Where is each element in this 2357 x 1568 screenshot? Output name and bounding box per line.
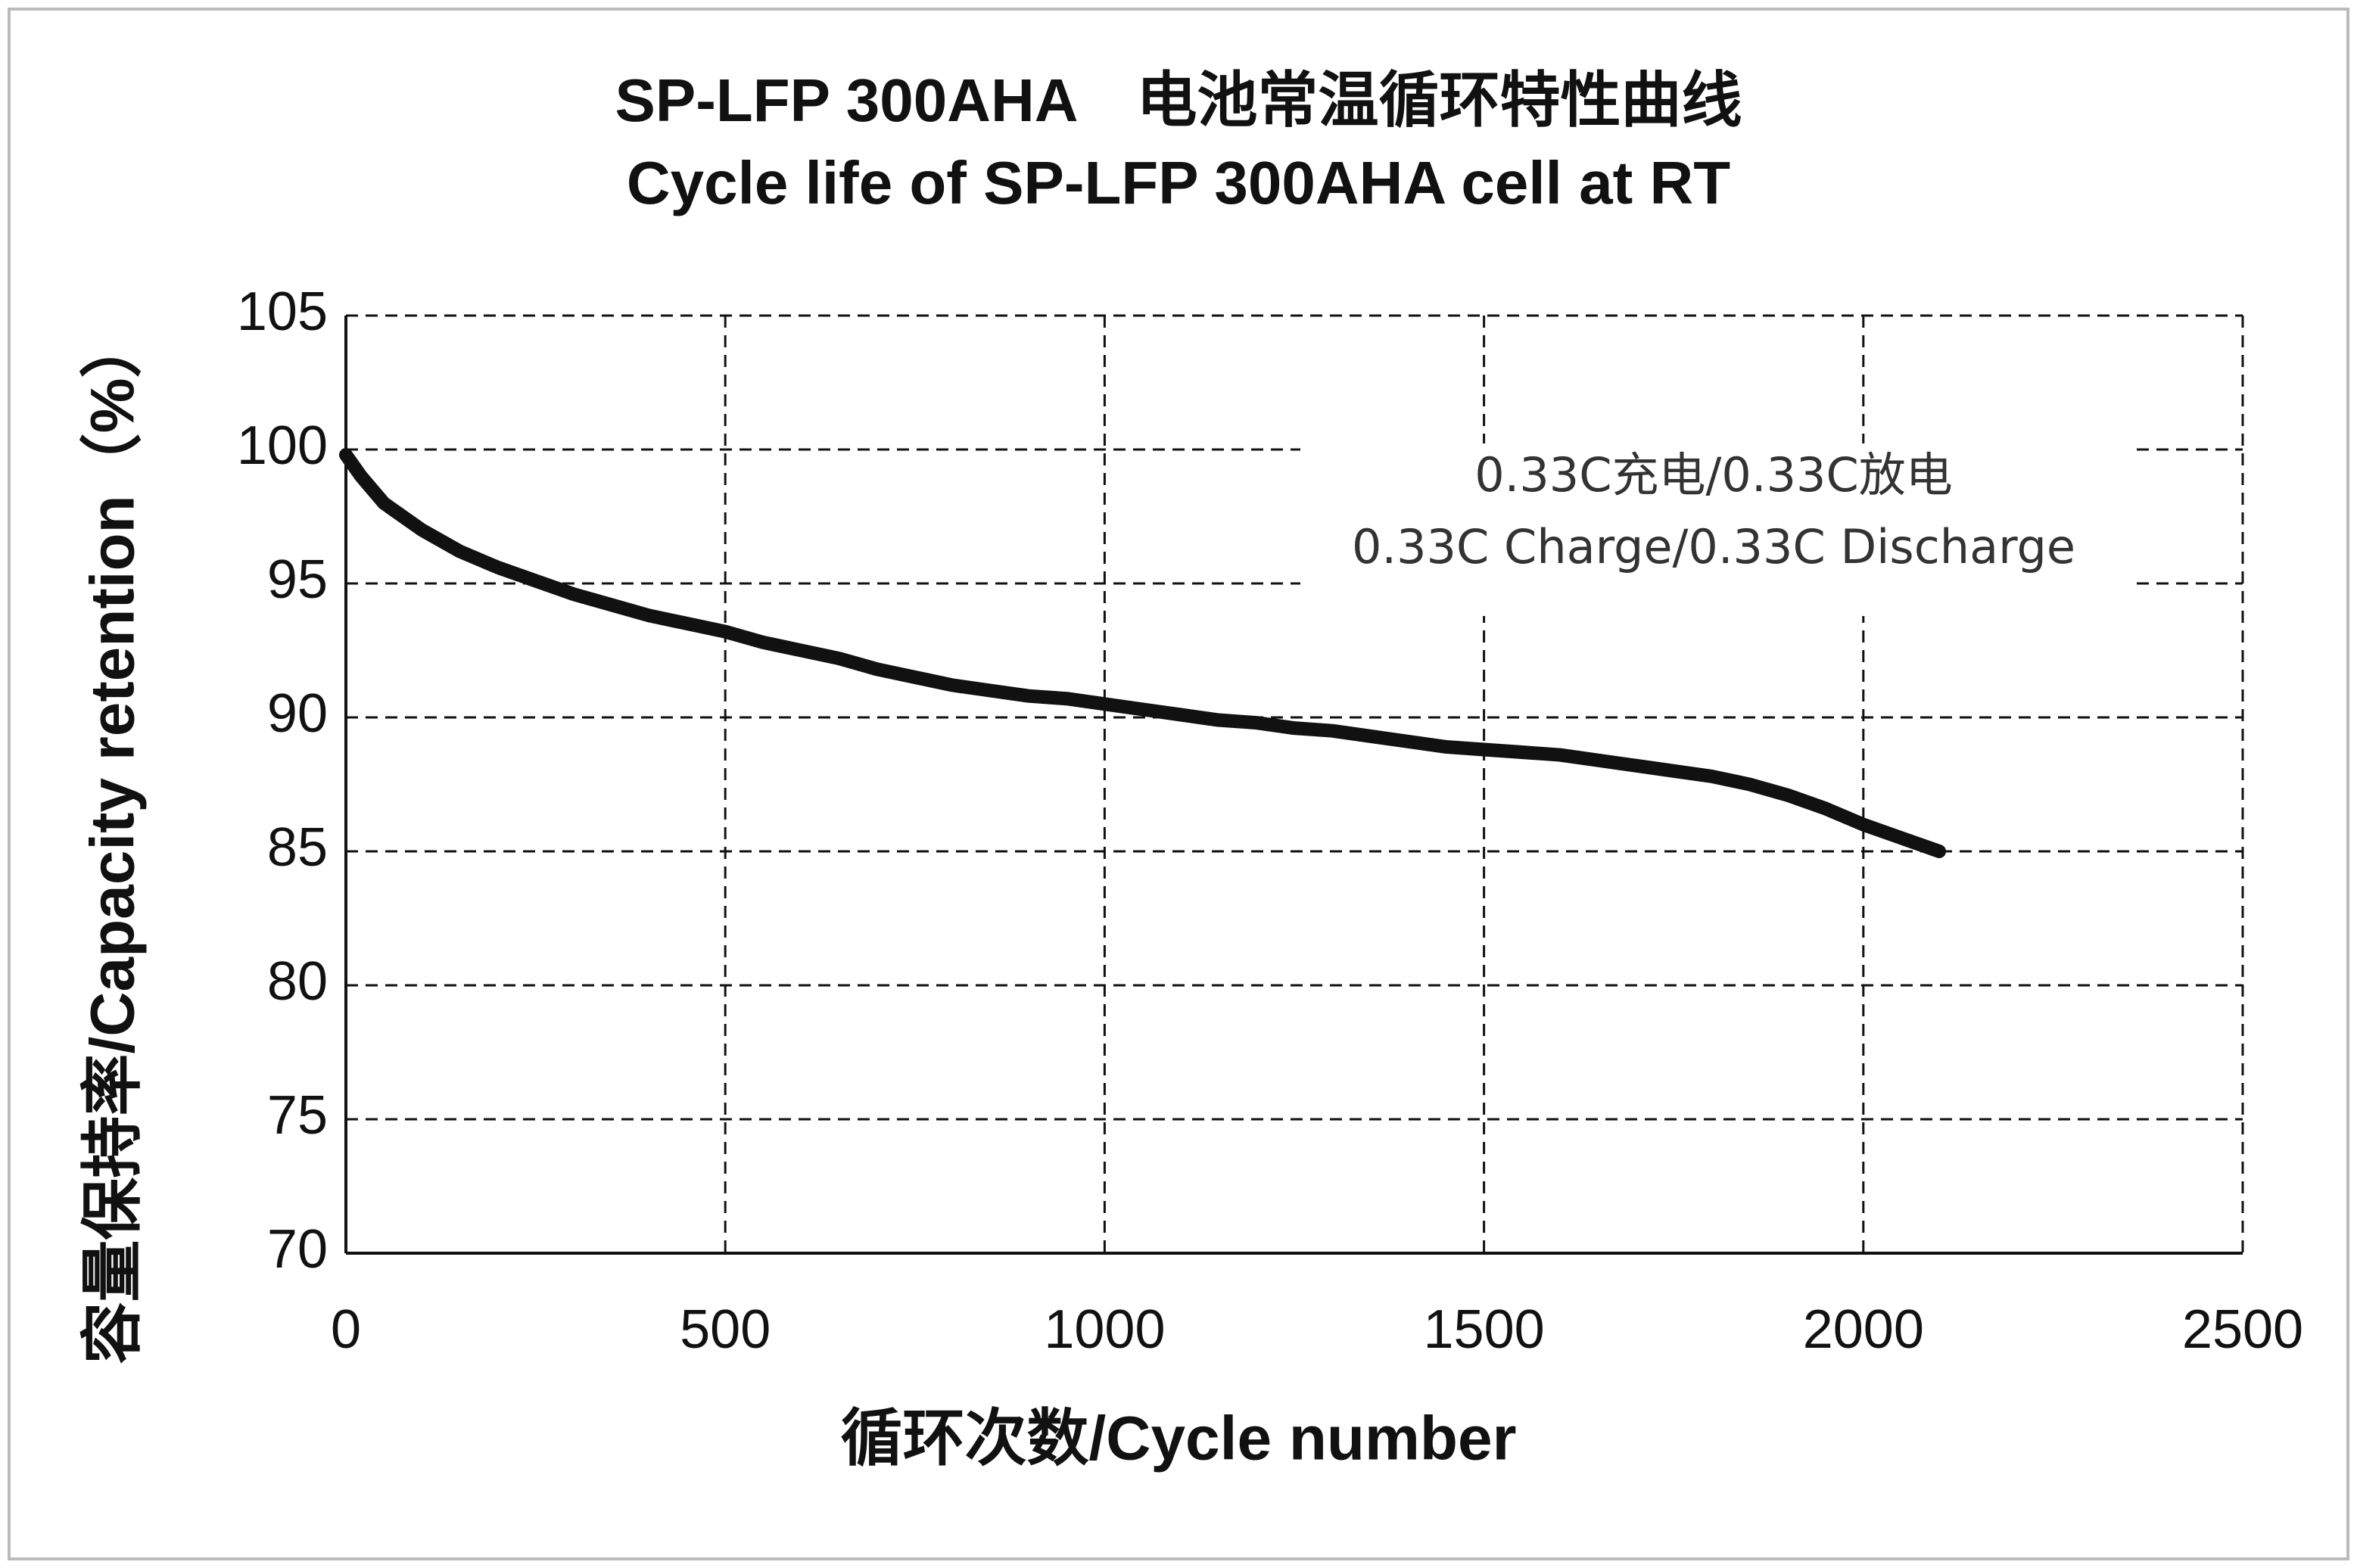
x-tick-label: 1500	[1424, 1299, 1545, 1360]
y-tick-label: 105	[237, 282, 328, 342]
y-tick-label: 100	[237, 415, 328, 476]
chart-title: SP-LFP 300AHA 电池常温循环特性曲线	[615, 67, 1742, 134]
x-tick-label: 2500	[2182, 1299, 2303, 1360]
y-tick-label: 70	[267, 1219, 328, 1280]
frame	[8, 8, 2349, 1560]
annotation: 0.33C Charge/0.33C Discharge	[1352, 519, 2075, 574]
annotation: 0.33C充电/0.33C放电	[1474, 447, 1953, 502]
y-tick-label: 80	[267, 951, 328, 1012]
y-tick-label: 95	[267, 549, 328, 610]
chart-subtitle: Cycle life of SP-LFP 300AHA cell at RT	[627, 149, 1730, 216]
y-tick-label: 85	[267, 817, 328, 878]
y-axis-title: 容量保持率/Capacity retention（%）	[79, 316, 148, 1364]
x-tick-label: 2000	[1803, 1299, 1924, 1360]
x-tick-label: 0	[331, 1299, 361, 1360]
data-line	[339, 448, 1947, 858]
y-tick-label: 75	[267, 1085, 328, 1146]
x-axis-title: 循环次数/Cycle number	[840, 1405, 1516, 1473]
x-tick-label: 500	[680, 1299, 771, 1360]
annotation-box	[1300, 443, 2134, 616]
y-tick-label: 90	[267, 683, 328, 744]
x-tick-label: 1000	[1044, 1299, 1165, 1360]
